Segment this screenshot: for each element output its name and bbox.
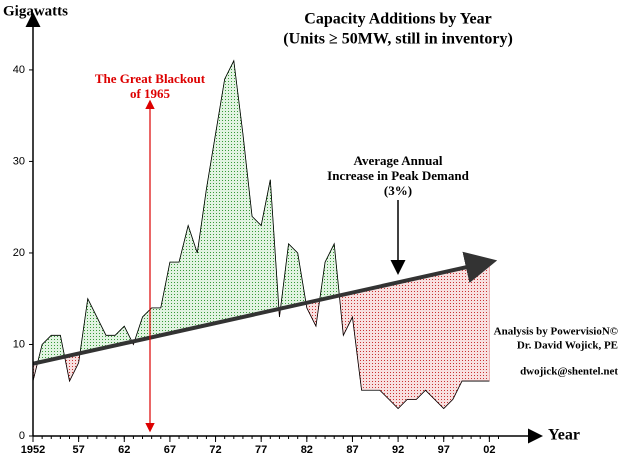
- credit: dwojick@shentel.net: [520, 366, 618, 378]
- x-tick-label: 57: [73, 444, 85, 456]
- blackout-label: of 1965: [130, 86, 171, 101]
- y-tick-label: 0: [19, 430, 25, 442]
- trend-note: (3%): [384, 183, 412, 198]
- x-tick-label: 92: [392, 444, 404, 456]
- trend-note: Average Annual: [354, 153, 443, 168]
- x-tick-label: 72: [209, 444, 221, 456]
- y-axis-label: Gigawatts: [3, 3, 68, 19]
- x-tick-label: 67: [164, 444, 176, 456]
- trend-note: Increase in Peak Demand: [327, 168, 469, 183]
- x-tick-label: 87: [346, 444, 358, 456]
- y-tick-label: 10: [13, 338, 25, 350]
- blackout-label: The Great Blackout: [95, 71, 206, 86]
- y-tick-label: 20: [13, 247, 25, 259]
- x-tick-label: 62: [118, 444, 130, 456]
- x-tick-label: 77: [255, 444, 267, 456]
- credit: Dr. David Wojick, PE: [517, 340, 618, 352]
- trend-line: [32, 251, 498, 366]
- x-tick-label: 82: [301, 444, 313, 456]
- x-axis-label: Year: [548, 427, 580, 444]
- chart-title: Capacity Additions by Year: [304, 11, 491, 28]
- chart-subtitle: (Units ≥ 50MW, still in inventory): [283, 31, 513, 48]
- x-tick-label: 97: [438, 444, 450, 456]
- capacity-line: [32, 59, 490, 410]
- y-tick-label: 30: [13, 155, 25, 167]
- y-tick-label: 40: [13, 64, 25, 76]
- x-tick-label: 1952: [21, 444, 45, 456]
- x-tick-label: 02: [483, 444, 495, 456]
- credit: Analysis by PowervisioN©: [494, 326, 618, 338]
